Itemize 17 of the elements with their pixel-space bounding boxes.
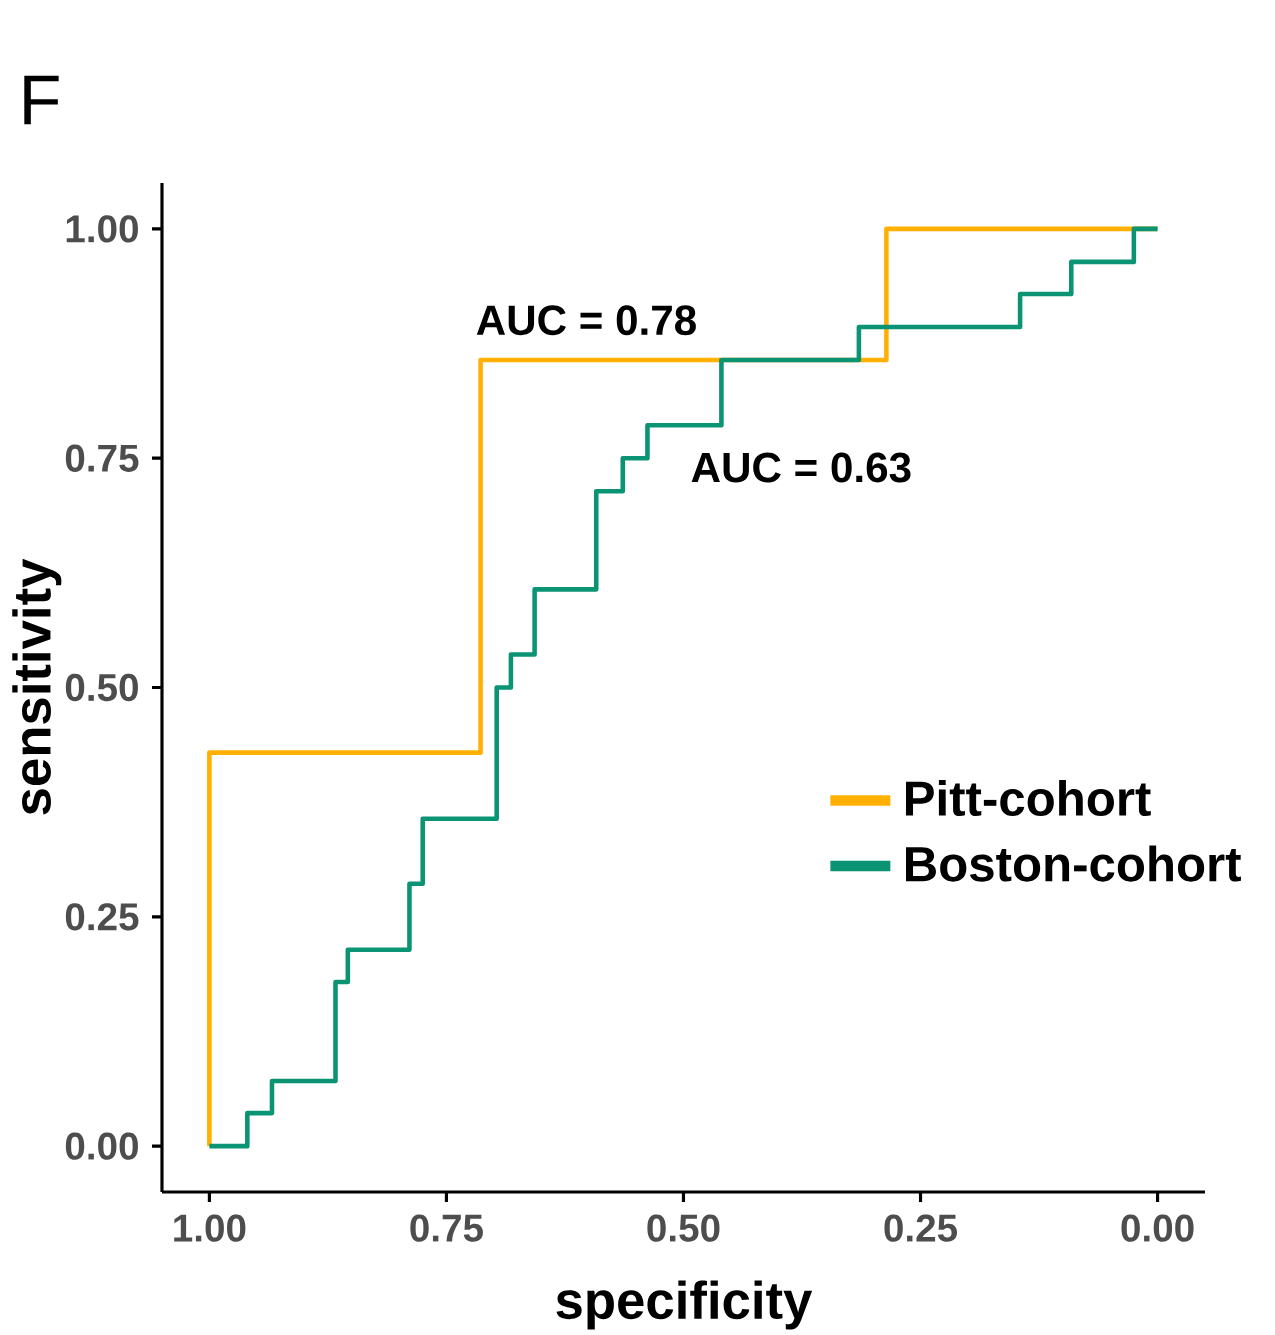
x-tick-label: 1.00 [174, 1214, 246, 1242]
legend-label: Pitt-cohort [905, 779, 1151, 817]
legend-label: Boston-cohort [905, 845, 1241, 882]
x-tick-label: 0.25 [884, 1214, 958, 1242]
annotation: AUC = 0.63 [691, 452, 911, 483]
x-tick-label: 0.00 [1121, 1214, 1194, 1242]
y-axis-title: sensitivity [12, 558, 62, 815]
x-axis-title: specificity [556, 1280, 813, 1330]
y-tick-label: 0.00 [65, 1132, 138, 1160]
chart-title: F [24, 75, 59, 125]
x-tick-label: 0.75 [410, 1214, 483, 1242]
annotation: AUC = 0.78 [476, 305, 696, 336]
y-tick-label: 0.25 [65, 903, 139, 931]
y-tick-label: 1.00 [66, 215, 138, 243]
y-tick-label: 0.50 [65, 673, 138, 702]
x-tick-label: 0.50 [647, 1214, 720, 1242]
y-tick-label: 0.75 [65, 444, 139, 472]
